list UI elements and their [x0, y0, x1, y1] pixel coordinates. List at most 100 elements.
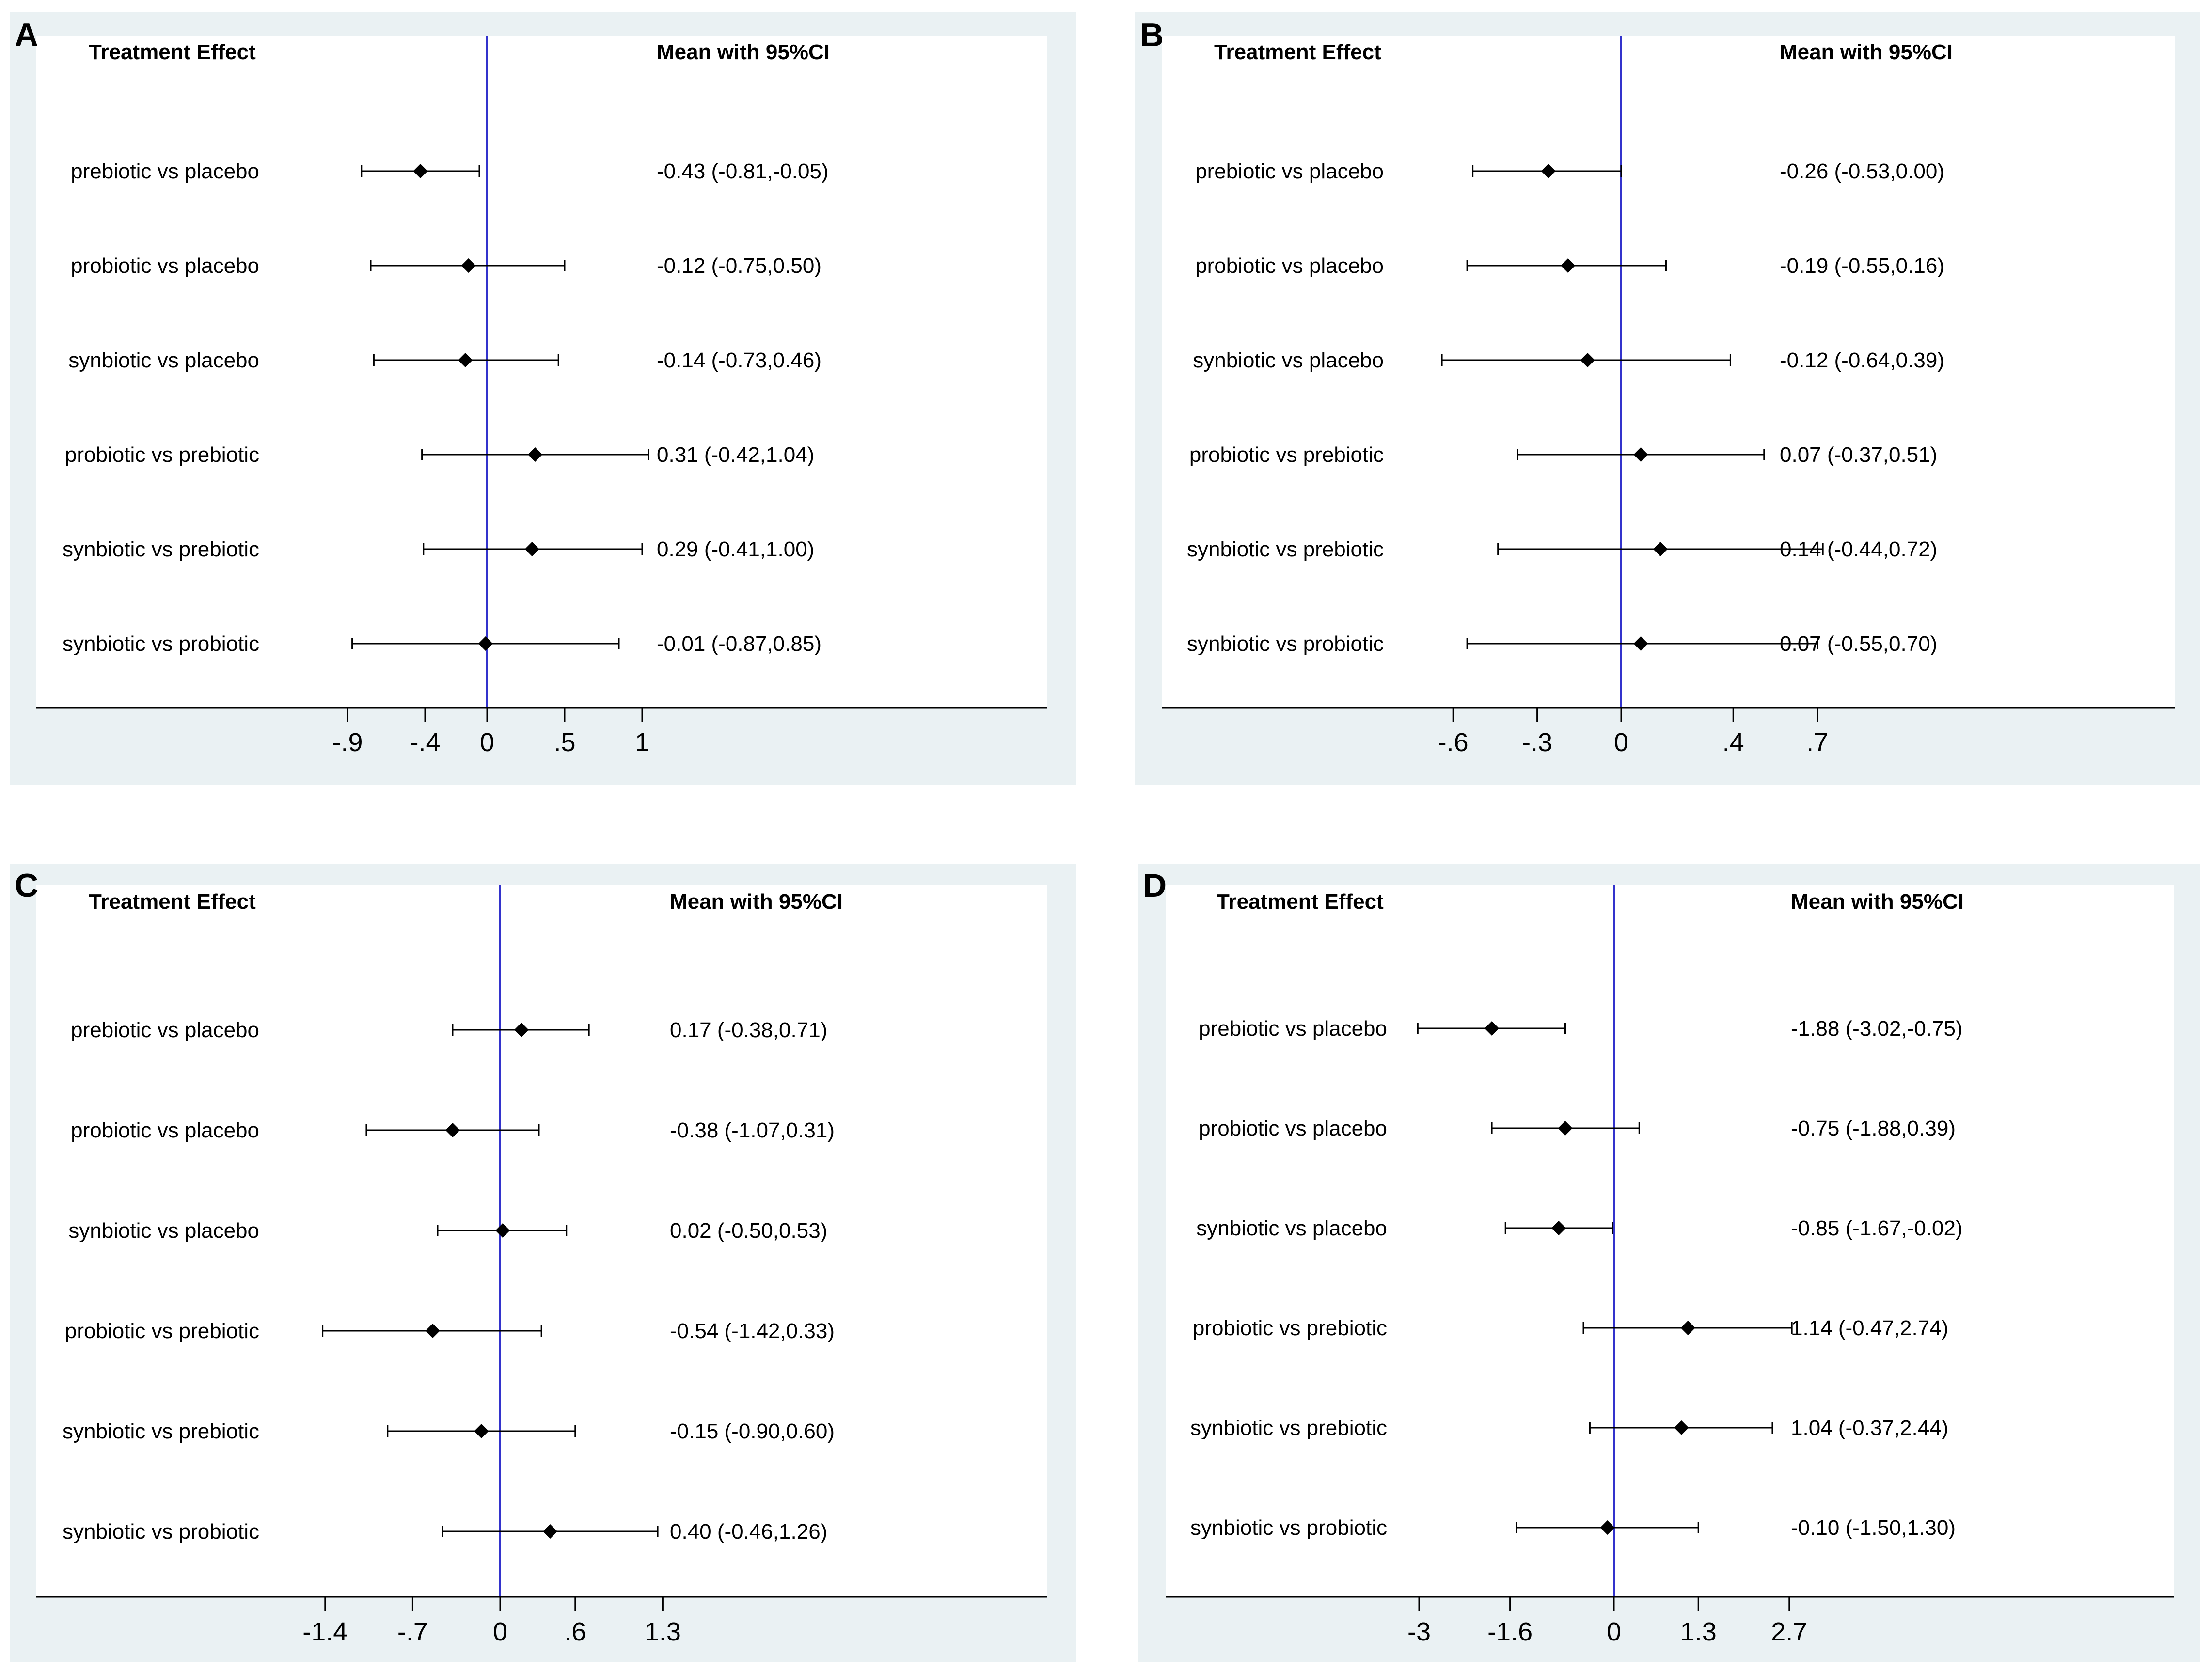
- panel-a-letter: A: [15, 16, 38, 53]
- panel-d-x-tick-label: 1.3: [1680, 1617, 1717, 1646]
- panel-b-row-label: probiotic vs placebo: [1195, 254, 1384, 278]
- panel-b-point-estimate: [1561, 258, 1576, 273]
- panel-b-row-label: synbiotic vs prebiotic: [1187, 537, 1384, 561]
- panel-a-x-tick-label: -.9: [332, 728, 363, 757]
- panel-c-row-value: -0.15 (-0.90,0.60): [670, 1420, 835, 1443]
- panel-b-row-label: probiotic vs prebiotic: [1189, 443, 1384, 467]
- panel-a-header-mean: Mean with 95%CI: [657, 40, 830, 64]
- panel-c-row-label: synbiotic vs probiotic: [63, 1520, 259, 1544]
- panel-b-row-label: synbiotic vs probiotic: [1187, 632, 1384, 656]
- panel-d-row-label: synbiotic vs placebo: [1196, 1216, 1387, 1240]
- panel-c-row-value: -0.54 (-1.42,0.33): [670, 1319, 835, 1343]
- panel-d-row-label: synbiotic vs prebiotic: [1190, 1416, 1387, 1440]
- panel-d-x-tick-label: -3: [1407, 1617, 1431, 1646]
- panel-d-row-value: -1.88 (-3.02,-0.75): [1791, 1017, 1963, 1041]
- panel-b-x-tick-label: -.3: [1522, 728, 1552, 757]
- panel-d-row-value: -0.85 (-1.67,-0.02): [1791, 1216, 1963, 1240]
- panel-a-point-estimate: [461, 258, 476, 273]
- panel-a-point-estimate: [413, 164, 428, 178]
- panel-c-x-tick-label: -.7: [397, 1617, 428, 1646]
- panel-c-row-value: 0.02 (-0.50,0.53): [670, 1219, 827, 1243]
- panel-c-x-tick-label: .6: [564, 1617, 586, 1646]
- panel-b-x-tick-label: .7: [1806, 728, 1828, 757]
- panel-b-point-estimate: [1580, 353, 1595, 367]
- panel-c-row-value: -0.38 (-1.07,0.31): [670, 1119, 835, 1142]
- panel-b-row-value: 0.07 (-0.37,0.51): [1780, 443, 1937, 467]
- panel-d-row-label: synbiotic vs probiotic: [1190, 1516, 1387, 1540]
- panel-b-point-estimate: [1633, 636, 1648, 651]
- panel-a-row-label: synbiotic vs placebo: [68, 348, 259, 372]
- panel-a-point-estimate: [524, 542, 539, 556]
- panel-d-row-label: probiotic vs prebiotic: [1193, 1316, 1387, 1340]
- panel-c-row-label: probiotic vs prebiotic: [65, 1319, 259, 1343]
- panel-b-plot-area: [1162, 36, 2175, 708]
- panel-a-row-value: -0.01 (-0.87,0.85): [657, 632, 822, 656]
- panel-c-x-tick-label: 0: [493, 1617, 507, 1646]
- panel-c-point-estimate: [495, 1223, 510, 1238]
- panel-b-point-estimate: [1541, 164, 1556, 178]
- panel-d-header-treatment: Treatment Effect: [1217, 890, 1384, 914]
- panel-a-row-label: probiotic vs prebiotic: [65, 443, 259, 467]
- panel-c-point-estimate: [514, 1023, 529, 1037]
- panel-d-row-value: -0.75 (-1.88,0.39): [1791, 1117, 1956, 1140]
- panel-c-row-label: prebiotic vs placebo: [71, 1018, 259, 1042]
- panel-c-row-label: synbiotic vs placebo: [68, 1219, 259, 1243]
- panel-d-header-mean: Mean with 95%CI: [1791, 890, 1964, 914]
- panel-c-row-value: 0.40 (-0.46,1.26): [670, 1520, 827, 1544]
- panel-d-point-estimate: [1558, 1121, 1573, 1136]
- panel-d-row-label: probiotic vs placebo: [1199, 1117, 1387, 1140]
- panel-a-point-estimate: [458, 353, 473, 367]
- panel-a-plot-area: [36, 36, 1047, 708]
- panel-a-x-tick-label: 0: [480, 728, 494, 757]
- panel-b-row-label: prebiotic vs placebo: [1195, 159, 1384, 183]
- panel-c-point-estimate: [474, 1424, 489, 1438]
- panel-d-row-value: 1.04 (-0.37,2.44): [1791, 1416, 1948, 1440]
- panel-d-x-tick-label: 2.7: [1771, 1617, 1807, 1646]
- panel-d-row-value: 1.14 (-0.47,2.74): [1791, 1316, 1948, 1340]
- panel-d-point-estimate: [1600, 1520, 1615, 1535]
- panel-a-row-label: synbiotic vs probiotic: [63, 632, 259, 656]
- panel-b-letter: B: [1140, 16, 1164, 53]
- panel-d-letter: D: [1143, 867, 1167, 904]
- panel-a-row-value: -0.43 (-0.81,-0.05): [657, 159, 829, 183]
- panel-c-header-treatment: Treatment Effect: [89, 890, 256, 914]
- panel-d-plot-area: [1166, 885, 2174, 1597]
- panel-c-point-estimate: [543, 1524, 558, 1539]
- panel-b-header-treatment: Treatment Effect: [1214, 40, 1381, 64]
- panel-b-row-value: -0.19 (-0.55,0.16): [1780, 254, 1944, 278]
- panel-c-point-estimate: [445, 1123, 460, 1137]
- panel-c-plot-area: [36, 885, 1047, 1597]
- panel-c-row-label: probiotic vs placebo: [71, 1119, 259, 1142]
- panel-a-point-estimate: [528, 447, 543, 462]
- panel-a-row-value: 0.29 (-0.41,1.00): [657, 537, 814, 561]
- panel-a-x-tick-label: .5: [553, 728, 575, 757]
- panel-b-row-value: -0.26 (-0.53,0.00): [1780, 159, 1944, 183]
- panel-a-point-estimate: [478, 636, 493, 651]
- panel-a-row-label: probiotic vs placebo: [71, 254, 259, 278]
- panel-b-point-estimate: [1633, 447, 1648, 462]
- panel-b-x-tick-label: -.6: [1438, 728, 1469, 757]
- panel-d-x-tick-label: 0: [1607, 1617, 1621, 1646]
- panel-d-point-estimate: [1485, 1021, 1500, 1036]
- panel-a-row-value: -0.12 (-0.75,0.50): [657, 254, 822, 278]
- panel-b-row-value: -0.12 (-0.64,0.39): [1780, 348, 1944, 372]
- panel-d-row-label: prebiotic vs placebo: [1199, 1017, 1387, 1041]
- panel-b-point-estimate: [1653, 542, 1668, 556]
- panel-c-x-tick-label: 1.3: [645, 1617, 681, 1646]
- panel-b-header-mean: Mean with 95%CI: [1780, 40, 1953, 64]
- panel-a-header-treatment: Treatment Effect: [89, 40, 256, 64]
- panel-d-row-value: -0.10 (-1.50,1.30): [1791, 1516, 1956, 1540]
- panel-c-row-label: synbiotic vs prebiotic: [63, 1420, 259, 1443]
- panel-d-point-estimate: [1674, 1420, 1689, 1435]
- panel-b-x-tick-label: 0: [1614, 728, 1628, 757]
- panel-c-header-mean: Mean with 95%CI: [670, 890, 843, 914]
- panel-c-letter: C: [15, 867, 38, 904]
- panel-a-row-label: prebiotic vs placebo: [71, 159, 259, 183]
- panel-d-point-estimate: [1680, 1321, 1695, 1335]
- panel-a-x-tick-label: -.4: [410, 728, 440, 757]
- panel-c-point-estimate: [425, 1324, 440, 1338]
